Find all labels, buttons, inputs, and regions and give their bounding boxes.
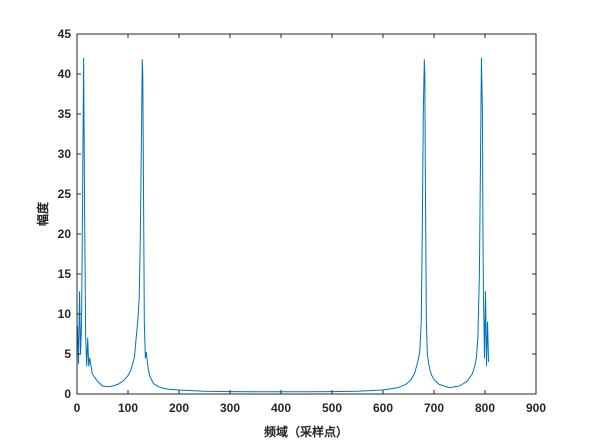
x-tick-label: 400 <box>271 401 291 415</box>
x-tick-label: 800 <box>475 401 495 415</box>
y-axis: 0 5 10 15 20 25 30 35 40 45 <box>58 27 536 401</box>
x-axis: 0 100 200 300 400 500 600 700 800 900 <box>74 34 546 415</box>
series-line <box>77 57 490 393</box>
y-tick-label: 25 <box>58 187 72 201</box>
y-tick-label: 0 <box>64 387 71 401</box>
x-tick-label: 600 <box>373 401 393 415</box>
x-tick-label: 300 <box>220 401 240 415</box>
x-tick-label: 500 <box>322 401 342 415</box>
x-tick-label: 900 <box>526 401 546 415</box>
axes-box <box>76 33 537 395</box>
y-tick-label: 40 <box>58 67 72 81</box>
y-tick-label: 15 <box>58 267 72 281</box>
plot-area <box>77 34 536 394</box>
x-axis-title: 频域（采样点） <box>264 424 348 439</box>
y-tick-label: 45 <box>58 27 72 41</box>
y-axis-title: 幅度 <box>35 201 50 226</box>
y-tick-label: 10 <box>58 307 72 321</box>
x-tick-label: 700 <box>424 401 444 415</box>
y-tick-label: 30 <box>58 147 72 161</box>
x-tick-label: 0 <box>74 401 81 415</box>
y-tick-label: 20 <box>58 227 72 241</box>
series-layer <box>77 57 490 393</box>
x-tick-label: 100 <box>118 401 138 415</box>
y-tick-label: 35 <box>58 107 72 121</box>
y-tick-label: 5 <box>64 347 71 361</box>
x-tick-label: 200 <box>169 401 189 415</box>
